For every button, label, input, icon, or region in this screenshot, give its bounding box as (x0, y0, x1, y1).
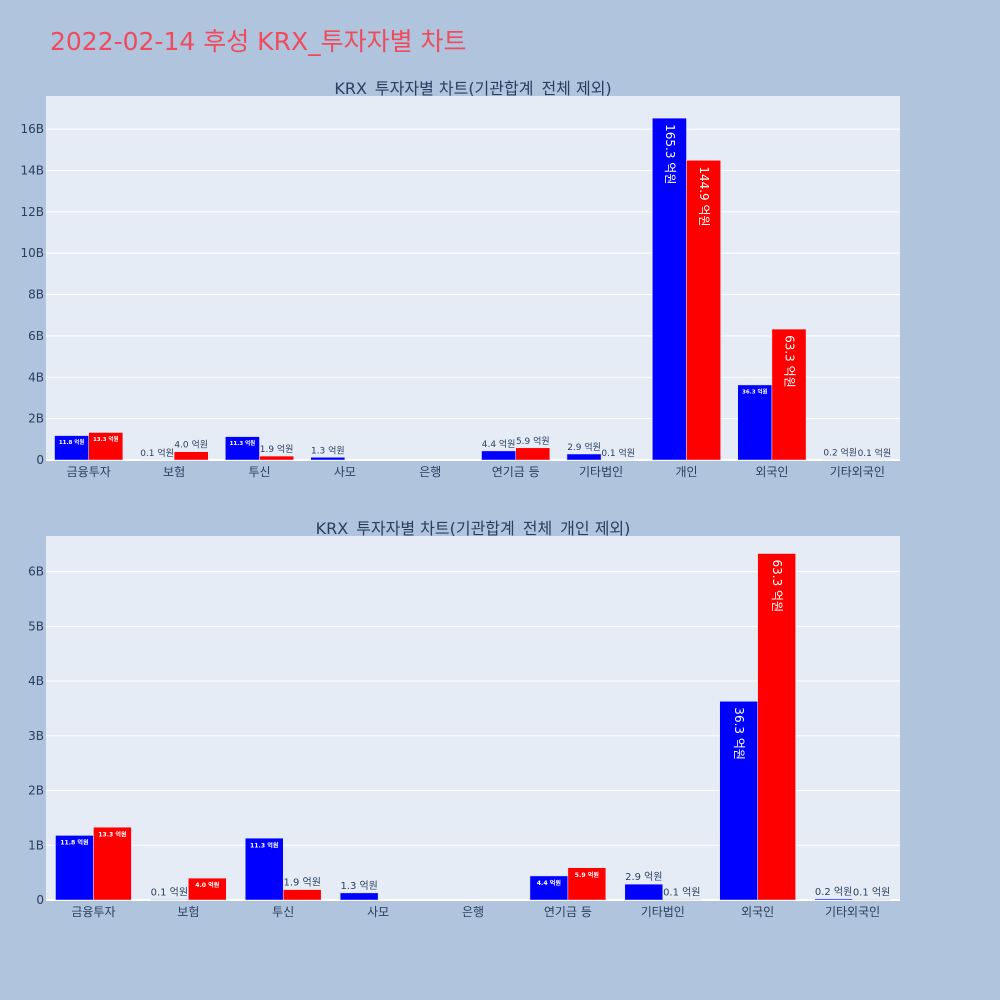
chart-0-data-label: 0.2 억원 (823, 447, 857, 459)
chart-bottom: KRX_투자자별 차트(기관합계_전체_개인 제외) 0 1B 2B 3B 4B 5B 6B 금… (28, 519, 900, 919)
chart-1-bar (529, 875, 569, 901)
chart-1-bar (567, 867, 607, 901)
chart-0-bar (686, 160, 721, 461)
chart-0-data-label: 13.3 억원 (93, 435, 119, 443)
chart-0-xtick-label: 외국인 (755, 465, 788, 479)
chart-0-bar (225, 436, 260, 461)
chart-0-data-label: 1.3 억원 (311, 444, 345, 456)
chart-0-ytick-label: 8B (28, 288, 44, 302)
chart-1-data-label: 4.0 억원 (195, 881, 220, 889)
chart-1-data-label: 13.3 억원 (98, 830, 127, 838)
chart-1-xtick-label: 기타외국인 (825, 905, 880, 919)
chart-0-bar (481, 450, 516, 461)
chart-0-data-label: 11.8 억원 (59, 438, 85, 446)
chart-1-data-label: 4.4 억원 (537, 879, 562, 887)
chart-1-xtick-label: 보험 (177, 905, 199, 919)
chart-0-data-label: 0.1 억원 (140, 447, 174, 459)
chart-0-xtick-label: 금융투자 (67, 465, 111, 479)
chart-0-ytick-label: 16B (20, 122, 44, 136)
chart-0-ytick-label: 14B (20, 163, 44, 177)
chart-0-data-label: 2.9 억원 (567, 441, 601, 453)
chart-0-data-label: 5.9 억원 (516, 435, 550, 447)
chart-0-data-label: 1.9 억원 (260, 443, 294, 455)
chart-0-bar (259, 455, 294, 461)
chart-1-data-label: 11.3 억원 (250, 841, 279, 849)
chart-0-xtick-label: 사모 (334, 465, 356, 479)
chart-0-data-label: 63.3 억원 (782, 335, 796, 388)
chart-0-ytick-label: 12B (20, 205, 44, 219)
chart-1-xtick-label: 기타법인 (641, 905, 685, 919)
chart-1-data-label: 63.3 억원 (770, 560, 784, 613)
page-title: 2022-02-14 후성 KRX_투자자별 차트 (50, 27, 467, 56)
chart-0-xtick-label: 개인 (675, 465, 697, 479)
chart-1-xtick-label: 외국인 (741, 905, 774, 919)
chart-1-bar (339, 892, 379, 901)
chart-0-bar (173, 451, 209, 461)
chart-0-ytick-label: 2B (28, 412, 44, 426)
chart-1-ytick-label: 0 (36, 893, 44, 907)
chart-0-bar (88, 432, 124, 461)
chart-0-ytick-label: 4B (28, 370, 44, 384)
chart-1-bar (624, 883, 664, 901)
chart-1-bar (245, 837, 284, 901)
chart-1-bar (150, 899, 189, 901)
chart-0-xtick-label: 은행 (419, 464, 441, 479)
chart-1-bar (719, 701, 758, 901)
chart-1-data-label: 5.9 억원 (575, 871, 600, 879)
chart-0-bar (515, 447, 551, 461)
chart-0-data-label: 0.1 억원 (858, 447, 892, 459)
chart-0-data-label: 0.1 억원 (601, 447, 635, 459)
chart-1-xtick-label: 금융투자 (71, 905, 115, 919)
chart-1-bar (852, 899, 891, 901)
chart-1-data-label: 11.8 억원 (60, 839, 89, 847)
chart-1-title: KRX_투자자별 차트(기관합계_전체_개인 제외) (316, 519, 631, 539)
chart-0-data-label: 4.0 억원 (174, 439, 208, 451)
chart-0-title: KRX_투자자별 차트(기관합계_전체 제외) (334, 79, 611, 99)
chart-1-ytick-label: 5B (28, 619, 44, 633)
chart-0-data-label: 144.9 억원 (697, 166, 711, 226)
chart-0-ytick-label: 6B (28, 329, 44, 343)
chart-0-bar (310, 457, 346, 461)
chart-top: KRX_투자자별 차트(기관합계_전체 제외) 0 2B 4B 6B 8B 10B 12B 14… (20, 79, 900, 479)
chart-1-bar (662, 899, 701, 901)
chart-1-xtick-label: 은행 (462, 904, 484, 919)
chart-0-ytick-label: 0 (36, 453, 44, 467)
chart-1-bar (188, 877, 227, 901)
chart-1-bar (814, 898, 853, 901)
chart-1-data-label: 0.1 억원 (663, 886, 700, 898)
chart-1-ytick-label: 6B (28, 565, 44, 579)
chart-1-data-label: 1.9 억원 (284, 877, 321, 889)
chart-0-xtick-label: 기타외국인 (830, 465, 885, 479)
chart-1-xtick-label: 사모 (367, 905, 389, 919)
chart-1-bar (282, 889, 322, 901)
chart-1-bar (757, 553, 796, 901)
chart-1-bar (93, 826, 132, 901)
chart-1-ytick-label: 1B (28, 838, 44, 852)
chart-1-data-label: 0.2 억원 (815, 886, 852, 898)
chart-1-ytick-label: 2B (28, 784, 44, 798)
chart-0-data-label: 165.3 억원 (663, 124, 677, 184)
chart-0-data-label: 36.3 억원 (742, 387, 768, 395)
chart-0-bar (566, 453, 602, 461)
chart-0-data-label: 11.3 억원 (230, 439, 256, 447)
chart-0-bar (737, 384, 773, 461)
chart-1-data-label: 0.1 억원 (151, 886, 188, 898)
chart-0-xtick-label: 보험 (163, 465, 185, 479)
chart-1-ytick-label: 3B (28, 729, 44, 743)
chart-0-bar (54, 435, 89, 461)
chart-1-data-label: 1.3 억원 (340, 880, 377, 892)
chart-0-xtick-label: 기타법인 (579, 465, 623, 479)
chart-0-bar (652, 117, 687, 461)
chart-1-data-label: 36.3 억원 (732, 707, 746, 760)
chart-0-data-label: 4.4 억원 (482, 438, 516, 450)
chart-1-data-label: 0.1 억원 (853, 886, 890, 898)
chart-0-ytick-label: 10B (20, 246, 44, 260)
chart-1-data-label: 2.9 억원 (625, 871, 662, 883)
chart-1-xtick-label: 투신 (272, 905, 294, 919)
chart-0-xtick-label: 투신 (248, 465, 270, 479)
chart-0-bar (771, 328, 807, 461)
chart-1-xtick-label: 연기금 등 (544, 905, 592, 919)
chart-1-ytick-label: 4B (28, 674, 44, 688)
chart-0-xtick-label: 연기금 등 (492, 465, 540, 479)
